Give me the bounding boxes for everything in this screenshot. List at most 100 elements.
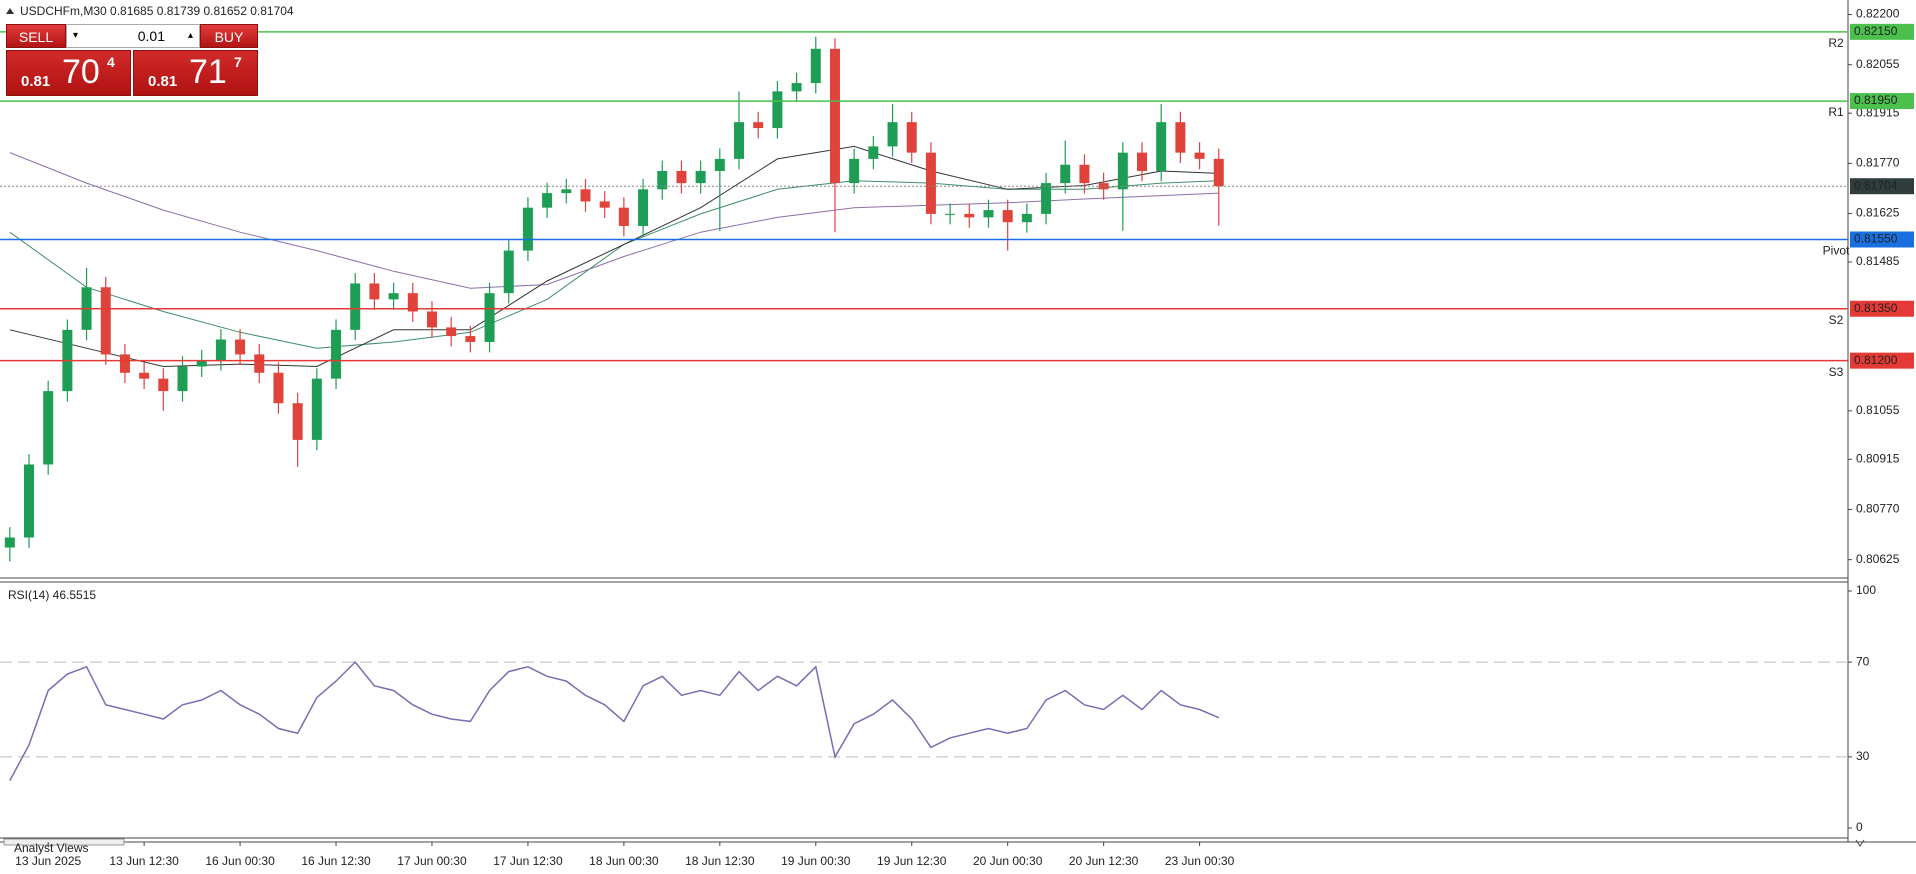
candle-body — [542, 193, 553, 208]
ohlc: 0.81652 — [203, 4, 247, 18]
price-sup: 7 — [234, 54, 242, 70]
candle-body — [43, 391, 54, 465]
candle-body — [714, 158, 725, 171]
candle-body — [311, 378, 322, 440]
candle-body — [407, 293, 418, 312]
candle-body — [983, 210, 994, 218]
candle-body — [580, 189, 591, 202]
level-label: 0.81350 — [1854, 301, 1898, 315]
price-sup: 4 — [107, 54, 115, 70]
y-tick-label: 70 — [1856, 654, 1870, 668]
level-box — [1850, 231, 1914, 248]
candle-body — [273, 372, 284, 404]
lot-down[interactable]: ▾ — [73, 30, 79, 41]
candle-body — [753, 122, 764, 129]
candle-body — [791, 83, 802, 92]
candle-body — [829, 48, 840, 184]
y-tick-label: 100 — [1856, 583, 1876, 597]
candle-body — [868, 146, 879, 159]
price-big: 71 — [189, 53, 227, 91]
candle-body — [925, 152, 936, 214]
level-tag: S2 — [1829, 313, 1844, 327]
x-tick-label: 18 Jun 00:30 — [589, 854, 659, 868]
candle-body — [446, 327, 457, 337]
candle-body — [331, 329, 342, 379]
candle-body — [695, 170, 706, 184]
candle-body — [503, 250, 514, 294]
ohlc: 0.81739 — [157, 4, 201, 18]
candle-body — [388, 293, 399, 300]
lot-up[interactable]: ▴ — [187, 30, 193, 41]
x-tick-label: 20 Jun 00:30 — [973, 854, 1043, 868]
candle-body — [196, 360, 207, 367]
candle-body — [887, 122, 898, 147]
rsi-title: RSI(14) 46.5515 — [8, 588, 96, 602]
candle-body — [810, 48, 821, 84]
lot-value: 0.01 — [137, 28, 165, 44]
y-tick-label: 0.82055 — [1856, 57, 1900, 71]
level-tag: Pivot — [1823, 244, 1850, 258]
sell-price[interactable]: 0.81 70 4 — [6, 50, 131, 96]
candle-body — [369, 283, 380, 300]
candle-body — [4, 537, 15, 548]
candle-body — [1137, 152, 1148, 171]
price-big: 70 — [62, 53, 100, 91]
candle-body — [1117, 152, 1128, 190]
candle-body — [1156, 122, 1167, 171]
price-prefix: 0.81 — [148, 73, 178, 90]
candle-body — [1079, 164, 1090, 184]
tab[interactable] — [3, 838, 125, 846]
x-tick-label: 23 Jun 00:30 — [1165, 854, 1235, 868]
level-label: 0.82150 — [1854, 24, 1898, 38]
candle-body — [599, 201, 610, 208]
buy-price[interactable]: 0.81 71 7 — [133, 50, 258, 96]
level-box — [1850, 23, 1914, 40]
symbol: USDCHFm,M30 — [20, 4, 107, 18]
candle-body — [100, 287, 111, 355]
x-tick-label: 16 Jun 12:30 — [301, 854, 371, 868]
sell-button[interactable]: SELL — [6, 24, 66, 48]
candle-body — [945, 213, 956, 215]
x-tick-label: 18 Jun 12:30 — [685, 854, 755, 868]
y-tick-label: 0.81485 — [1856, 254, 1900, 268]
candle-body — [638, 189, 649, 227]
level-label: 0.81550 — [1854, 232, 1898, 246]
candle-body — [1002, 210, 1013, 223]
candle-body — [734, 122, 745, 159]
lot-input[interactable]: ▾ 0.01 ▴ — [66, 24, 200, 48]
ohlc: 0.81704 — [250, 4, 294, 18]
candle-body — [139, 372, 150, 379]
x-tick-label: 20 Jun 12:30 — [1069, 854, 1139, 868]
candle-body — [1098, 183, 1109, 190]
collapse-icon[interactable] — [6, 8, 14, 14]
candle-body — [484, 293, 495, 342]
buy-button[interactable]: BUY — [200, 24, 258, 48]
chart-header: USDCHFm,M30 0.81685 0.81739 0.81652 0.81… — [20, 4, 294, 18]
y-tick-label: 30 — [1856, 749, 1870, 763]
x-tick-label: 19 Jun 12:30 — [877, 854, 947, 868]
footer-tab[interactable]: Analyst Views — [14, 841, 88, 855]
rsi-line — [9, 660, 1220, 781]
y-tick-label: 0.81055 — [1856, 403, 1900, 417]
x-tick-label: 13 Jun 2025 — [15, 854, 81, 868]
y-tick-label: 0.81625 — [1856, 206, 1900, 220]
candle-body — [657, 170, 668, 190]
candle-body — [964, 213, 975, 218]
level-label: 0.81704 — [1854, 178, 1898, 192]
ohlc: 0.81685 — [110, 4, 154, 18]
level-tag: S3 — [1829, 365, 1844, 379]
level-box — [1850, 352, 1914, 369]
level-label: 0.81200 — [1854, 353, 1898, 367]
y-tick-label: 0 — [1856, 820, 1863, 834]
scroll-icon[interactable] — [1855, 839, 1865, 847]
candle-body — [292, 403, 303, 440]
candle-body — [772, 91, 783, 129]
y-tick-label: 0.82200 — [1856, 7, 1900, 21]
candle-body — [215, 339, 226, 361]
x-tick-label: 13 Jun 12:30 — [109, 854, 179, 868]
candle-body — [561, 189, 572, 194]
candle-body — [676, 170, 687, 184]
